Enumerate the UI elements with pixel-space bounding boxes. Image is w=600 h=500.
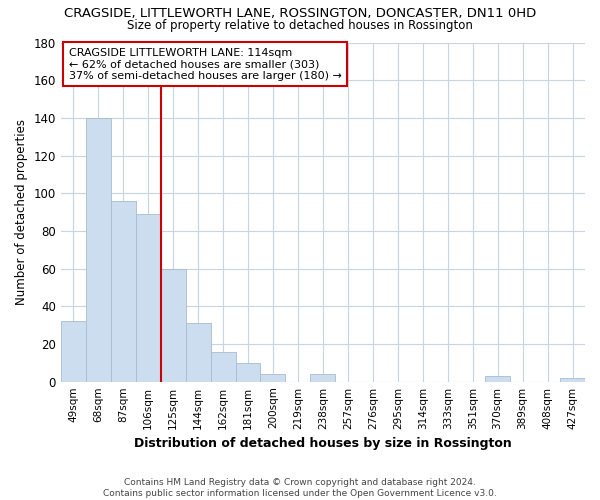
Bar: [560, 378, 585, 382]
Bar: [136, 214, 161, 382]
Bar: [111, 201, 136, 382]
Bar: [86, 118, 111, 382]
Bar: [236, 363, 260, 382]
Bar: [185, 324, 211, 382]
Text: Size of property relative to detached houses in Rossington: Size of property relative to detached ho…: [127, 19, 473, 32]
Bar: [161, 268, 185, 382]
Bar: [485, 376, 510, 382]
X-axis label: Distribution of detached houses by size in Rossington: Distribution of detached houses by size …: [134, 437, 512, 450]
Bar: [310, 374, 335, 382]
Y-axis label: Number of detached properties: Number of detached properties: [15, 119, 28, 305]
Text: Contains HM Land Registry data © Crown copyright and database right 2024.
Contai: Contains HM Land Registry data © Crown c…: [103, 478, 497, 498]
Bar: [260, 374, 286, 382]
Text: CRAGSIDE, LITTLEWORTH LANE, ROSSINGTON, DONCASTER, DN11 0HD: CRAGSIDE, LITTLEWORTH LANE, ROSSINGTON, …: [64, 8, 536, 20]
Text: CRAGSIDE LITTLEWORTH LANE: 114sqm
← 62% of detached houses are smaller (303)
37%: CRAGSIDE LITTLEWORTH LANE: 114sqm ← 62% …: [68, 48, 341, 81]
Bar: [61, 322, 86, 382]
Bar: [211, 352, 236, 382]
